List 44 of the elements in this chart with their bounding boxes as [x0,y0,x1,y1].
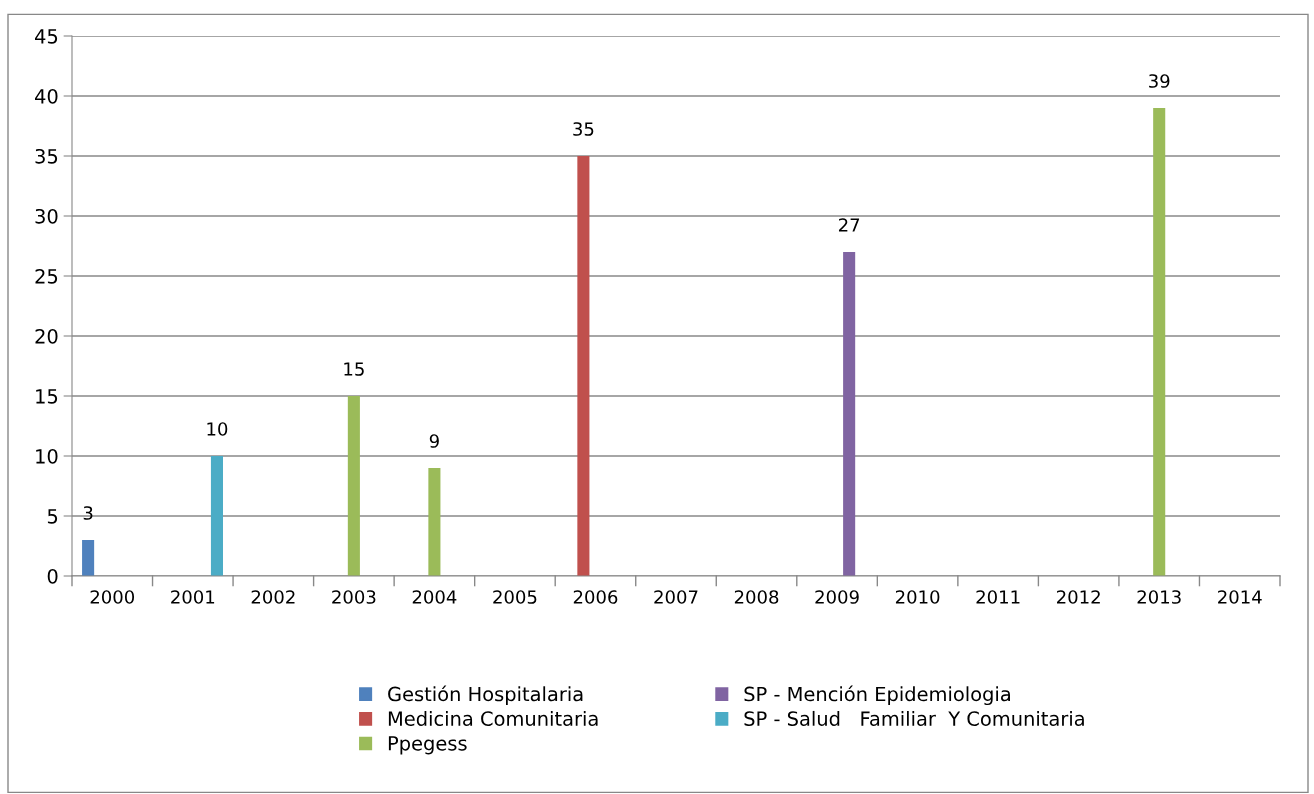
legend-label: Gestión Hospitalaria [388,685,583,706]
y-tick-label: 25 [35,268,58,284]
data-label: 3 [83,506,93,520]
y-tick-label: 15 [36,389,58,404]
x-tick-label: 2003 [332,590,376,604]
x-tick-label: 2012 [1057,590,1100,604]
bar [428,468,441,576]
data-label: 9 [429,434,439,448]
y-tick-label: 0 [47,568,58,584]
data-label: 15 [344,362,364,376]
x-tick-label: 2008 [734,590,779,604]
x-tick-label: 2010 [895,590,940,604]
y-tick-label: 35 [35,148,58,164]
y-tick-label: 20 [35,328,58,344]
data-label: 35 [573,122,594,136]
legend-label: SP - Salud Familiar Y Comunitaria [744,710,1084,726]
y-tick-label: 30 [35,208,58,224]
y-tick-label: 40 [35,88,58,104]
y-tick-label: 10 [36,448,58,464]
x-tick-label: 2007 [654,590,698,604]
bar [82,540,95,576]
x-tick-label: 2006 [573,590,618,604]
legend-label: Medicina Comunitaria [388,710,598,726]
x-tick-label: 2014 [1218,590,1262,604]
x-tick-label: 2004 [412,590,457,604]
bar [843,252,856,576]
x-tick-label: 2001 [171,590,215,604]
x-tick-label: 2013 [1137,590,1181,604]
x-tick-label: 2002 [251,590,295,604]
bar [210,456,223,576]
x-tick-label: 2005 [493,590,537,604]
legend-label: SP - Mención Epidemiologia [744,685,1010,706]
data-label: 39 [1149,74,1170,88]
y-tick-label: 5 [47,509,58,524]
x-tick-label: 2000 [90,590,135,604]
data-label: 27 [838,218,860,232]
legend-label: Ppegess [388,736,467,755]
bar [1153,108,1166,576]
bar [577,156,590,576]
data-label: 10 [207,422,228,436]
x-tick-label: 2009 [815,590,859,604]
x-tick-label: 2011 [976,590,1020,604]
y-tick-label: 45 [35,29,58,44]
bar [347,396,360,576]
